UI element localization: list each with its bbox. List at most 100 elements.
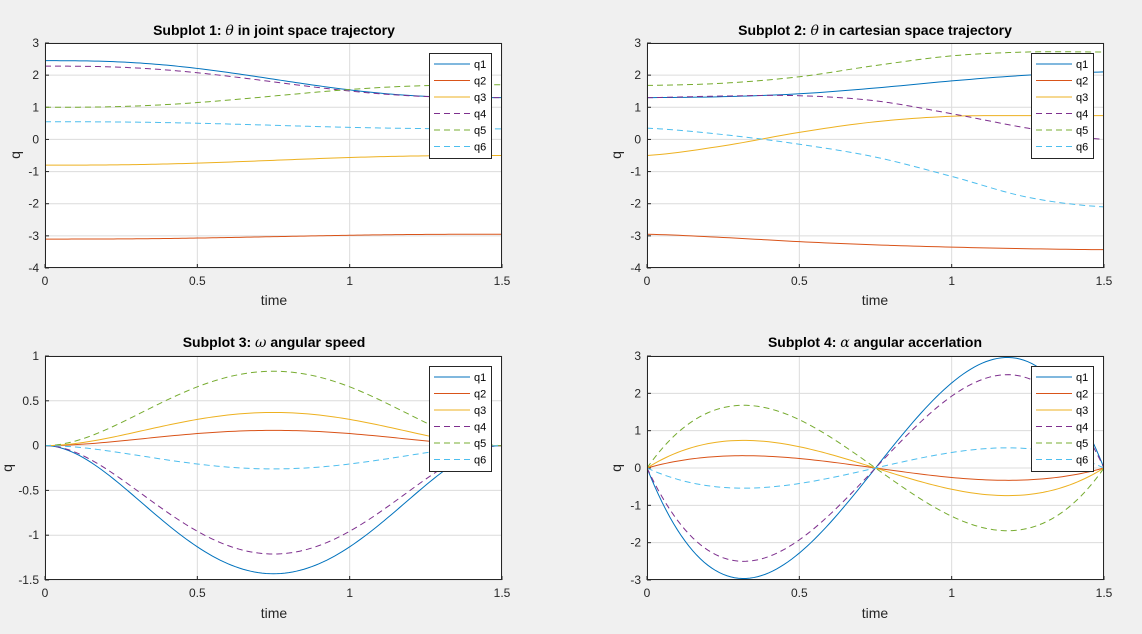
subplot-4-ytick-label: -3 bbox=[630, 573, 641, 587]
subplot-1-title: Subplot 1: θ in joint space trajectory bbox=[153, 22, 395, 39]
legend-label-q2: q2 bbox=[1076, 389, 1088, 401]
subplot-4-title: Subplot 4: α angular accerlation bbox=[768, 334, 982, 351]
subplot-2-xtick-label: 0 bbox=[644, 274, 651, 288]
subplot-4-xtick-label: 1.5 bbox=[1096, 586, 1113, 600]
subplot-2-xtick-label: 1.5 bbox=[1096, 274, 1113, 288]
subplot-3-series-q5 bbox=[45, 370, 502, 447]
legend-label-q4: q4 bbox=[1076, 422, 1088, 434]
legend-label-q5: q5 bbox=[1076, 125, 1088, 137]
legend-label-q6: q6 bbox=[1076, 455, 1088, 467]
legend-label-q5: q5 bbox=[474, 438, 486, 450]
subplot-1-xtick-label: 0 bbox=[42, 274, 49, 288]
subplot-3-series-q1 bbox=[45, 445, 502, 575]
subplot-1-xtick-label: 1 bbox=[346, 274, 353, 288]
subplot-4-ytick-label: -1 bbox=[630, 498, 641, 512]
legend-label-q1: q1 bbox=[474, 59, 486, 71]
subplot-3-ytick-label: 1 bbox=[32, 349, 39, 363]
subplot-4-xtick-label: 1 bbox=[948, 586, 955, 600]
subplot-1-axes: 0 0.5 1 1.5 3 2 1 0 -1 -2 -3 -4 q1 q2 q3 q4 q5 q6 bbox=[28, 36, 510, 288]
subplot-1-ytick-label: 3 bbox=[32, 36, 39, 50]
subplot-4-ylabel: q bbox=[608, 464, 624, 472]
subplot-4-legend: q1 q2 q3 q4 q5 q6 bbox=[1031, 366, 1094, 472]
legend-label-q1: q1 bbox=[474, 372, 486, 384]
subplot-3-series-group bbox=[45, 370, 502, 575]
subplot-1: Subplot 1: θ in joint space trajectory t… bbox=[7, 22, 395, 308]
legend-label-q2: q2 bbox=[474, 76, 486, 88]
subplot-2-ytick-label: 0 bbox=[634, 132, 641, 146]
subplot-1-series-q6 bbox=[45, 121, 502, 130]
subplot-2-ytick-label: 3 bbox=[634, 36, 641, 50]
legend-label-q1: q1 bbox=[1076, 372, 1088, 384]
subplot-1-ytick-label: -4 bbox=[28, 261, 39, 275]
subplot-2-title: Subplot 2: θ in cartesian space trajecto… bbox=[738, 22, 1012, 39]
subplot-2-xtick-label: 1 bbox=[948, 274, 955, 288]
subplot-2-series-q4 bbox=[647, 94, 1104, 140]
subplot-3-ytick-label: 0.5 bbox=[22, 394, 39, 408]
legend-label-q6: q6 bbox=[474, 142, 486, 154]
subplot-4-series-q4 bbox=[647, 374, 1104, 562]
subplot-3-xtick-label: 1 bbox=[346, 586, 353, 600]
subplot-3-ytick-label: -0.5 bbox=[18, 483, 39, 497]
subplot-2-xlabel: time bbox=[862, 292, 889, 308]
subplot-2-ytick-label: -2 bbox=[630, 197, 641, 211]
subplot-3-series-q4 bbox=[45, 445, 502, 555]
subplot-4-series-q6 bbox=[647, 447, 1104, 489]
subplot-4: Subplot 4: α angular accerlation time q bbox=[608, 334, 982, 621]
subplot-1-xlabel: time bbox=[261, 292, 288, 308]
subplot-1-ytick-label: 2 bbox=[32, 68, 39, 82]
subplot-2-ylabel: q bbox=[608, 151, 624, 159]
legend-label-q5: q5 bbox=[1076, 438, 1088, 450]
subplot-3-plot-area bbox=[45, 356, 502, 580]
subplot-3-ytick-label: 0 bbox=[32, 439, 39, 453]
legend-label-q3: q3 bbox=[474, 92, 486, 104]
subplot-1-ytick-label: -2 bbox=[28, 197, 39, 211]
subplot-4-ytick-label: -2 bbox=[630, 536, 641, 550]
subplot-2-series-group bbox=[647, 51, 1104, 251]
subplot-2-xtick-label: 0.5 bbox=[791, 274, 808, 288]
subplot-2-series-q1 bbox=[647, 71, 1104, 99]
subplot-2-ytick-label: -1 bbox=[630, 165, 641, 179]
legend-label-q3: q3 bbox=[1076, 92, 1088, 104]
subplot-3-series-q6 bbox=[45, 445, 502, 470]
subplot-1-series-q5 bbox=[45, 84, 502, 108]
subplot-2-ytick-label: -3 bbox=[630, 229, 641, 243]
legend-label-q1: q1 bbox=[1076, 59, 1088, 71]
subplot-2-plot-area bbox=[647, 43, 1104, 268]
subplot-4-ytick-label: 3 bbox=[634, 349, 641, 363]
subplot-2-ytick-label: 2 bbox=[634, 68, 641, 82]
subplot-3-axes-box bbox=[45, 356, 502, 580]
subplot-1-ytick-label: -1 bbox=[28, 165, 39, 179]
subplot-4-legend-box bbox=[1031, 366, 1094, 472]
subplot-4-ytick-label: 0 bbox=[634, 461, 641, 475]
subplot-4-series-group bbox=[647, 357, 1104, 579]
legend-label-q3: q3 bbox=[474, 405, 486, 417]
subplot-2-ytick-label: 1 bbox=[634, 100, 641, 114]
subplot-3: Subplot 3: ω angular speed time q bbox=[0, 334, 365, 621]
subplot-2-axes-box bbox=[647, 43, 1104, 268]
subplot-2-series-q2 bbox=[647, 233, 1104, 251]
subplot-1-xtick-label: 1.5 bbox=[494, 274, 511, 288]
legend-label-q6: q6 bbox=[1076, 142, 1088, 154]
subplot-4-axes: 0 0.5 1 1.5 3 2 1 0 -1 -2 -3 q1 q2 q3 q4 q5 q6 bbox=[630, 349, 1112, 600]
subplot-4-axes-box bbox=[647, 356, 1104, 580]
subplot-3-legend-box bbox=[429, 366, 492, 472]
subplot-3-ytick-label: -1 bbox=[28, 528, 39, 542]
legend-label-q4: q4 bbox=[474, 109, 486, 121]
legend-label-q2: q2 bbox=[474, 389, 486, 401]
subplot-3-xlabel: time bbox=[261, 605, 288, 621]
legend-label-q6: q6 bbox=[474, 455, 486, 467]
subplot-4-xtick-label: 0.5 bbox=[791, 586, 808, 600]
subplot-4-xlabel: time bbox=[862, 605, 889, 621]
subplot-2-series-q3 bbox=[647, 115, 1104, 156]
subplot-2-ytick-label: -4 bbox=[630, 261, 641, 275]
legend-label-q3: q3 bbox=[1076, 405, 1088, 417]
subplot-3-xtick-label: 0 bbox=[42, 586, 49, 600]
subplot-3-title: Subplot 3: ω angular speed bbox=[183, 334, 366, 351]
subplot-1-series-q4 bbox=[45, 65, 502, 99]
subplot-2-legend-box bbox=[1031, 53, 1094, 159]
subplot-2-series-q5 bbox=[647, 51, 1104, 86]
subplot-2-axes: 0 0.5 1 1.5 3 2 1 0 -1 -2 -3 -4 q1 q2 q3 q4 q5 q6 bbox=[630, 36, 1112, 288]
legend-label-q4: q4 bbox=[1076, 109, 1088, 121]
subplot-4-xtick-label: 0 bbox=[644, 586, 651, 600]
